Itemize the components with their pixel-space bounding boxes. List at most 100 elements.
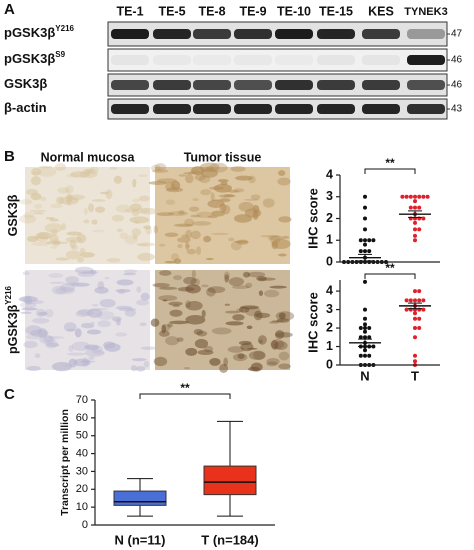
tissue-texture [228, 237, 235, 242]
tissue-texture [119, 232, 128, 239]
tissue-texture [49, 218, 59, 222]
column-header: Normal mucosa [41, 150, 136, 164]
x-tick-label: T (n=184) [201, 532, 258, 547]
tissue-texture [140, 292, 150, 301]
x-tick-label: T [411, 368, 419, 383]
tissue-texture [186, 248, 197, 255]
tissue-texture [201, 309, 206, 318]
tissue-texture [139, 322, 147, 327]
tissue-texture [260, 235, 280, 238]
significance-label: ** [180, 381, 190, 395]
row-label-text: pGSK3β [4, 51, 55, 66]
tissue-texture [30, 167, 42, 176]
tissue-texture [174, 223, 194, 227]
tissue-texture [194, 338, 209, 349]
tissue-texture [168, 211, 188, 216]
tissue-texture [136, 242, 156, 247]
tissue-texture [105, 189, 113, 200]
blot-band [111, 80, 149, 90]
tissue-texture [81, 271, 99, 274]
data-point [404, 307, 409, 312]
tissue-texture [206, 287, 216, 297]
tissue-texture [131, 207, 150, 214]
tissue-texture [89, 269, 97, 275]
tissue-texture [91, 219, 98, 225]
tissue-texture [266, 358, 280, 365]
data-point [417, 298, 422, 303]
data-point [363, 353, 367, 358]
mw-label: 43 [451, 104, 463, 115]
tissue-texture [207, 286, 226, 294]
tissue-texture [73, 358, 91, 367]
tissue-texture [77, 271, 96, 277]
tissue-texture [237, 353, 245, 359]
box [203, 465, 257, 496]
data-point [363, 242, 367, 247]
blot-band [193, 80, 231, 90]
tissue-texture [65, 236, 83, 243]
tissue-texture [177, 237, 191, 243]
y-tick-label: 50 [76, 430, 88, 442]
tissue-texture [22, 271, 30, 275]
significance-label: ** [385, 261, 395, 275]
data-point [413, 311, 417, 316]
data-point [408, 298, 413, 303]
tissue-texture [247, 271, 266, 278]
tissue-texture [246, 325, 253, 330]
tissue-texture [33, 212, 44, 215]
tissue-texture [68, 194, 86, 201]
tissue-texture [223, 357, 229, 367]
tissue-texture [185, 241, 190, 251]
tissue-texture [137, 243, 149, 247]
tissue-texture [201, 284, 209, 288]
tissue-texture [84, 168, 95, 173]
tissue-texture [83, 219, 90, 224]
tissue-texture [278, 216, 292, 223]
y-tick-label: 4 [326, 167, 333, 181]
tissue-texture [51, 228, 58, 236]
tissue-texture [94, 286, 109, 294]
tissue-texture [74, 328, 82, 338]
tissue-texture [19, 199, 33, 205]
tissue-texture [34, 353, 41, 359]
tissue-texture [115, 288, 131, 293]
blot-band [362, 104, 400, 114]
tissue-texture [68, 358, 78, 368]
tissue-texture [212, 199, 231, 202]
data-point [413, 289, 417, 294]
tissue-texture [271, 241, 279, 250]
data-point [367, 249, 372, 254]
lane-label: TE-1 [116, 4, 143, 18]
tissue-texture [224, 303, 231, 306]
blot-band [153, 104, 191, 114]
ihc-image [155, 270, 290, 370]
tissue-texture [162, 299, 168, 302]
data-point [367, 353, 372, 358]
tissue-texture [164, 232, 179, 238]
tissue-texture [131, 228, 142, 237]
tissue-texture [227, 190, 240, 193]
tissue-texture [35, 232, 49, 243]
tissue-texture [162, 323, 171, 332]
tissue-texture [176, 337, 184, 342]
error-bar [358, 338, 372, 348]
data-point [417, 289, 422, 294]
tissue-texture [200, 168, 218, 178]
y-tick-label: 2 [326, 211, 333, 225]
tissue-texture [32, 236, 50, 239]
blot-band [234, 80, 272, 90]
tissue-texture [168, 301, 183, 306]
tissue-texture [183, 276, 197, 285]
blot-band [111, 29, 149, 39]
data-point [413, 205, 417, 210]
tissue-texture [253, 350, 265, 360]
tissue-texture [224, 310, 240, 314]
tissue-texture [225, 321, 244, 326]
data-point [417, 194, 422, 199]
data-point [421, 194, 426, 199]
tissue-texture [173, 258, 182, 264]
tissue-texture [190, 214, 202, 218]
tissue-texture [130, 365, 137, 372]
panel-label: C [4, 386, 15, 403]
row-label: β-actin [4, 100, 47, 115]
